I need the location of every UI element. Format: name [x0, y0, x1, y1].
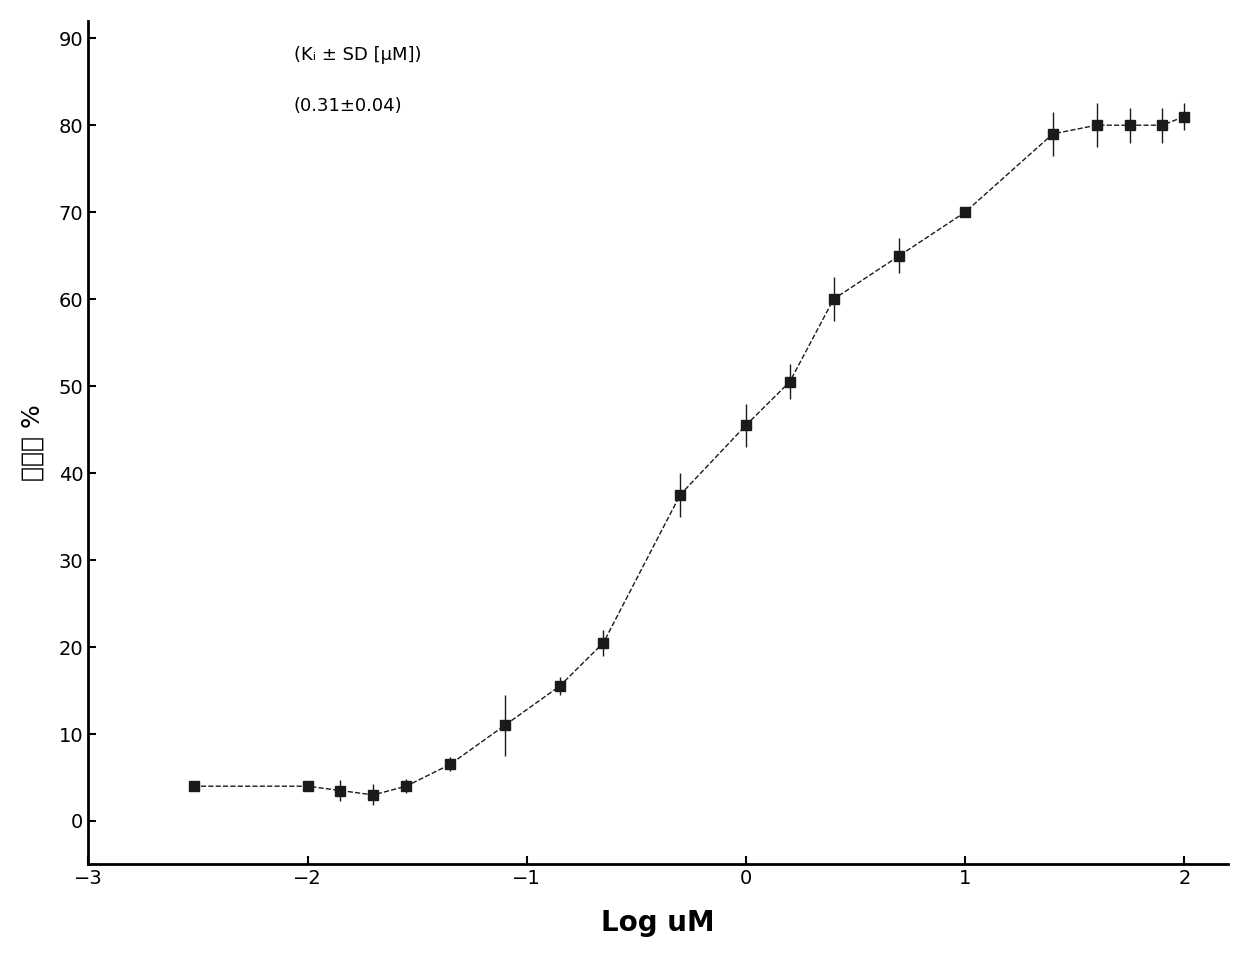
- Y-axis label: 抑制率 %: 抑制率 %: [21, 404, 45, 481]
- Text: (Kᵢ ± SD [μM]): (Kᵢ ± SD [μM]): [294, 46, 421, 64]
- X-axis label: Log uM: Log uM: [602, 909, 716, 937]
- Text: (0.31±0.04): (0.31±0.04): [294, 97, 402, 115]
